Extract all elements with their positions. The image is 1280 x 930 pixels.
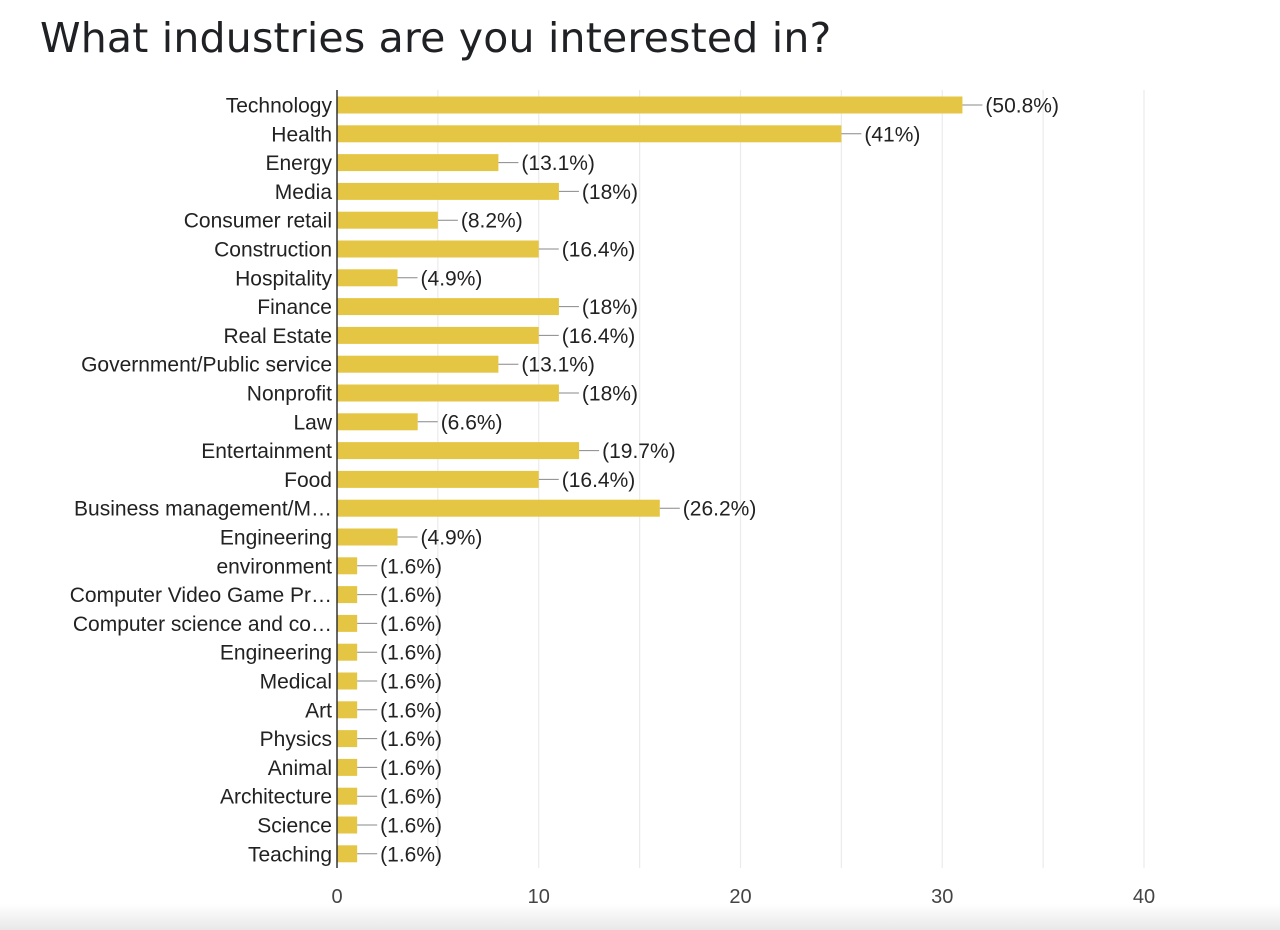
data-label: (1.6%)	[380, 584, 442, 607]
data-label: (1.6%)	[380, 786, 442, 809]
bar	[337, 672, 358, 690]
category-label: Construction	[214, 239, 332, 262]
category-label: Animal	[268, 757, 332, 780]
data-label: (1.6%)	[380, 815, 442, 838]
bar	[337, 470, 539, 488]
bar	[337, 845, 358, 863]
bar	[337, 701, 358, 719]
data-label: (50.8%)	[985, 95, 1059, 118]
data-label: (1.6%)	[380, 699, 442, 722]
category-label: Technology	[226, 95, 333, 118]
category-label: Medical	[260, 671, 332, 694]
category-label: Science	[257, 815, 332, 838]
category-label: Media	[275, 181, 333, 204]
category-label: environment	[216, 555, 332, 578]
data-label: (16.4%)	[562, 469, 636, 492]
bar	[337, 442, 580, 460]
bar	[337, 154, 499, 172]
bar	[337, 643, 358, 661]
category-label: Architecture	[220, 786, 332, 809]
bar	[337, 211, 438, 229]
category-label: Law	[293, 411, 332, 434]
bar	[337, 240, 539, 258]
bars	[337, 96, 963, 863]
bar	[337, 269, 398, 287]
category-label: Art	[305, 699, 332, 722]
data-label: (26.2%)	[683, 498, 757, 521]
data-label: (4.9%)	[421, 267, 483, 290]
category-label: Engineering	[220, 527, 332, 550]
bar	[337, 614, 358, 632]
data-label: (41%)	[864, 123, 920, 146]
category-label: Entertainment	[201, 440, 332, 463]
bar	[337, 758, 358, 776]
category-label: Teaching	[248, 843, 332, 866]
category-label: Consumer retail	[184, 210, 332, 233]
axes: 0 10 20 30 40	[331, 90, 1155, 908]
category-label: Food	[284, 469, 332, 492]
x-tick-label: 40	[1133, 886, 1155, 908]
category-label: Physics	[260, 728, 332, 751]
bar	[337, 384, 559, 402]
data-label: (1.6%)	[380, 613, 442, 636]
category-label: Computer Video Game Pr…	[70, 584, 332, 607]
bar	[337, 413, 418, 431]
bar	[337, 730, 358, 748]
category-label: Hospitality	[235, 267, 332, 290]
x-tick-label: 10	[528, 886, 550, 908]
bar	[337, 816, 358, 834]
bar	[337, 499, 660, 517]
bar	[337, 557, 358, 575]
category-label: Energy	[265, 152, 332, 175]
chart-title: What industries are you interested in?	[40, 14, 832, 62]
bar	[337, 96, 963, 114]
bar	[337, 528, 398, 546]
bar	[337, 355, 499, 373]
bar	[337, 787, 358, 805]
data-label: (13.1%)	[521, 354, 595, 377]
category-label: Government/Public service	[81, 354, 332, 377]
bar	[337, 326, 539, 344]
data-label: (19.7%)	[602, 440, 676, 463]
category-label: Computer science and co…	[73, 613, 332, 636]
data-label: (8.2%)	[461, 210, 523, 233]
labels: Technology (50.8%) Health (41%) Energy (13.1%…	[70, 95, 1059, 867]
x-tick-label: 30	[931, 886, 953, 908]
data-label: (16.4%)	[562, 325, 636, 348]
x-tick-label: 0	[331, 886, 342, 908]
bar	[337, 586, 358, 604]
category-label: Business management/M…	[74, 498, 332, 521]
data-label: (1.6%)	[380, 671, 442, 694]
data-label: (18%)	[582, 383, 638, 406]
data-label: (1.6%)	[380, 642, 442, 665]
data-label: (16.4%)	[562, 239, 636, 262]
category-label: Nonprofit	[247, 383, 332, 406]
data-label: (4.9%)	[421, 527, 483, 550]
data-label: (1.6%)	[380, 555, 442, 578]
category-label: Engineering	[220, 642, 332, 665]
x-tick-label: 20	[729, 886, 751, 908]
data-label: (6.6%)	[441, 411, 503, 434]
category-label: Real Estate	[223, 325, 332, 348]
category-label: Finance	[257, 296, 332, 319]
bar	[337, 182, 559, 200]
bar	[337, 298, 559, 316]
data-label: (13.1%)	[521, 152, 595, 175]
category-label: Health	[271, 123, 332, 146]
data-label: (1.6%)	[380, 757, 442, 780]
data-label: (18%)	[582, 296, 638, 319]
data-label: (18%)	[582, 181, 638, 204]
data-label: (1.6%)	[380, 843, 442, 866]
bar	[337, 125, 842, 143]
data-label: (1.6%)	[380, 728, 442, 751]
